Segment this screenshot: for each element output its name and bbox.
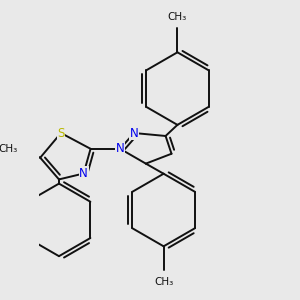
Text: CH₃: CH₃ bbox=[168, 12, 187, 22]
Text: N: N bbox=[130, 127, 138, 140]
Text: CH₃: CH₃ bbox=[154, 277, 173, 287]
Text: N: N bbox=[116, 142, 124, 155]
Text: S: S bbox=[57, 127, 64, 140]
Text: CH₃: CH₃ bbox=[0, 144, 17, 154]
Text: N: N bbox=[79, 167, 88, 180]
